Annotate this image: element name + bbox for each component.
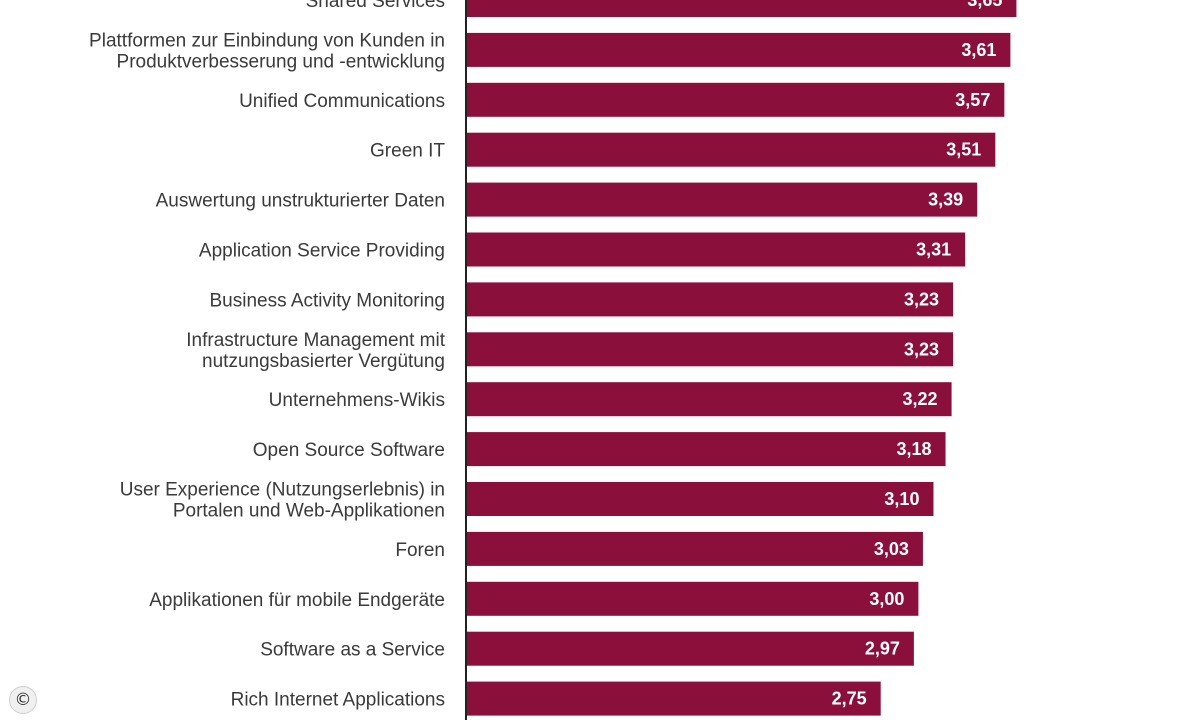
category-label: Application Service Providing	[199, 241, 445, 262]
category-label: Business Activity Monitoring	[210, 290, 446, 311]
category-label: Infrastructure Management mit nutzungsbas…	[186, 330, 445, 372]
bar	[466, 332, 954, 367]
bar	[466, 182, 978, 217]
bar	[466, 482, 934, 516]
category-label-line: User Experience (Nutzungserlebnis) in	[120, 480, 445, 501]
bar	[466, 432, 946, 467]
category-label: Unternehmens-Wikis	[269, 390, 445, 411]
bar	[466, 681, 881, 716]
bar	[466, 82, 1005, 117]
data-label: 3,23	[904, 289, 939, 309]
category-label: Unified Communications	[239, 91, 445, 112]
category-label: Software as a Service	[260, 640, 445, 661]
category-labels-layer: Shared Services Plattformen zur Einbindun…	[89, 0, 446, 711]
data-label: 3,51	[946, 140, 981, 160]
data-label: 3,23	[904, 339, 939, 359]
category-label-line: nutzungsbasierter Vergütung	[202, 351, 445, 372]
data-label: 3,39	[928, 190, 963, 210]
data-label: 3,57	[955, 90, 990, 110]
bar	[466, 531, 923, 566]
category-label: User Experience (Nutzungserlebnis) in Por…	[120, 480, 445, 522]
category-label-line: Foren	[395, 540, 445, 561]
bar	[466, 282, 954, 317]
category-label-line: Applikationen für mobile Endgeräte	[149, 590, 445, 611]
data-label: 3,61	[961, 40, 996, 60]
bar	[466, 581, 919, 616]
data-label: 3,10	[884, 489, 919, 509]
category-label-line: Infrastructure Management mit	[186, 330, 445, 351]
category-label-line: Business Activity Monitoring	[210, 290, 446, 311]
category-label: Green IT	[370, 141, 445, 162]
data-label: 3,22	[903, 389, 938, 409]
data-label: 2,75	[832, 689, 867, 709]
bars-layer: 3,65 3,61 3,57 3,51 3,39 3,31 3,23 3,23 3,22 3,18…	[466, 0, 1017, 716]
category-label: Open Source Software	[253, 440, 445, 461]
bar	[466, 631, 914, 666]
category-label: Shared Services	[306, 0, 445, 12]
category-label: Auswertung unstrukturierter Daten	[156, 191, 445, 212]
category-label: Plattformen zur Einbindung von Kunden in…	[89, 30, 445, 72]
category-label-line: Plattformen zur Einbindung von Kunden in	[89, 30, 445, 51]
category-label-line: Green IT	[370, 141, 445, 162]
data-label: 3,31	[916, 240, 951, 260]
bar	[466, 232, 966, 267]
bar	[466, 132, 996, 167]
bar	[466, 382, 952, 417]
data-label: 2,97	[865, 639, 900, 659]
category-label: Foren	[395, 540, 445, 561]
data-label: 3,00	[869, 589, 904, 609]
category-label-line: Produktverbesserung und -entwicklung	[117, 51, 445, 72]
data-label: 3,03	[874, 539, 909, 559]
data-label: 3,18	[896, 439, 931, 459]
category-label-line: Portalen und Web-Applikationen	[173, 501, 445, 522]
category-label-line: Open Source Software	[253, 440, 445, 461]
category-label-line: Shared Services	[306, 0, 445, 12]
category-label: Rich Internet Applications	[231, 690, 445, 711]
bar	[466, 32, 1011, 67]
copyright-icon: ©	[9, 686, 37, 714]
data-label: 3,65	[967, 0, 1002, 10]
category-label-line: Software as a Service	[260, 640, 445, 661]
category-label: Applikationen für mobile Endgeräte	[149, 590, 445, 611]
category-label-line: Rich Internet Applications	[231, 690, 445, 711]
bar	[466, 0, 1017, 17]
category-label-line: Unified Communications	[239, 91, 445, 112]
category-label-line: Unternehmens-Wikis	[269, 390, 445, 411]
category-label-line: Application Service Providing	[199, 241, 445, 262]
category-label-line: Auswertung unstrukturierter Daten	[156, 191, 445, 212]
